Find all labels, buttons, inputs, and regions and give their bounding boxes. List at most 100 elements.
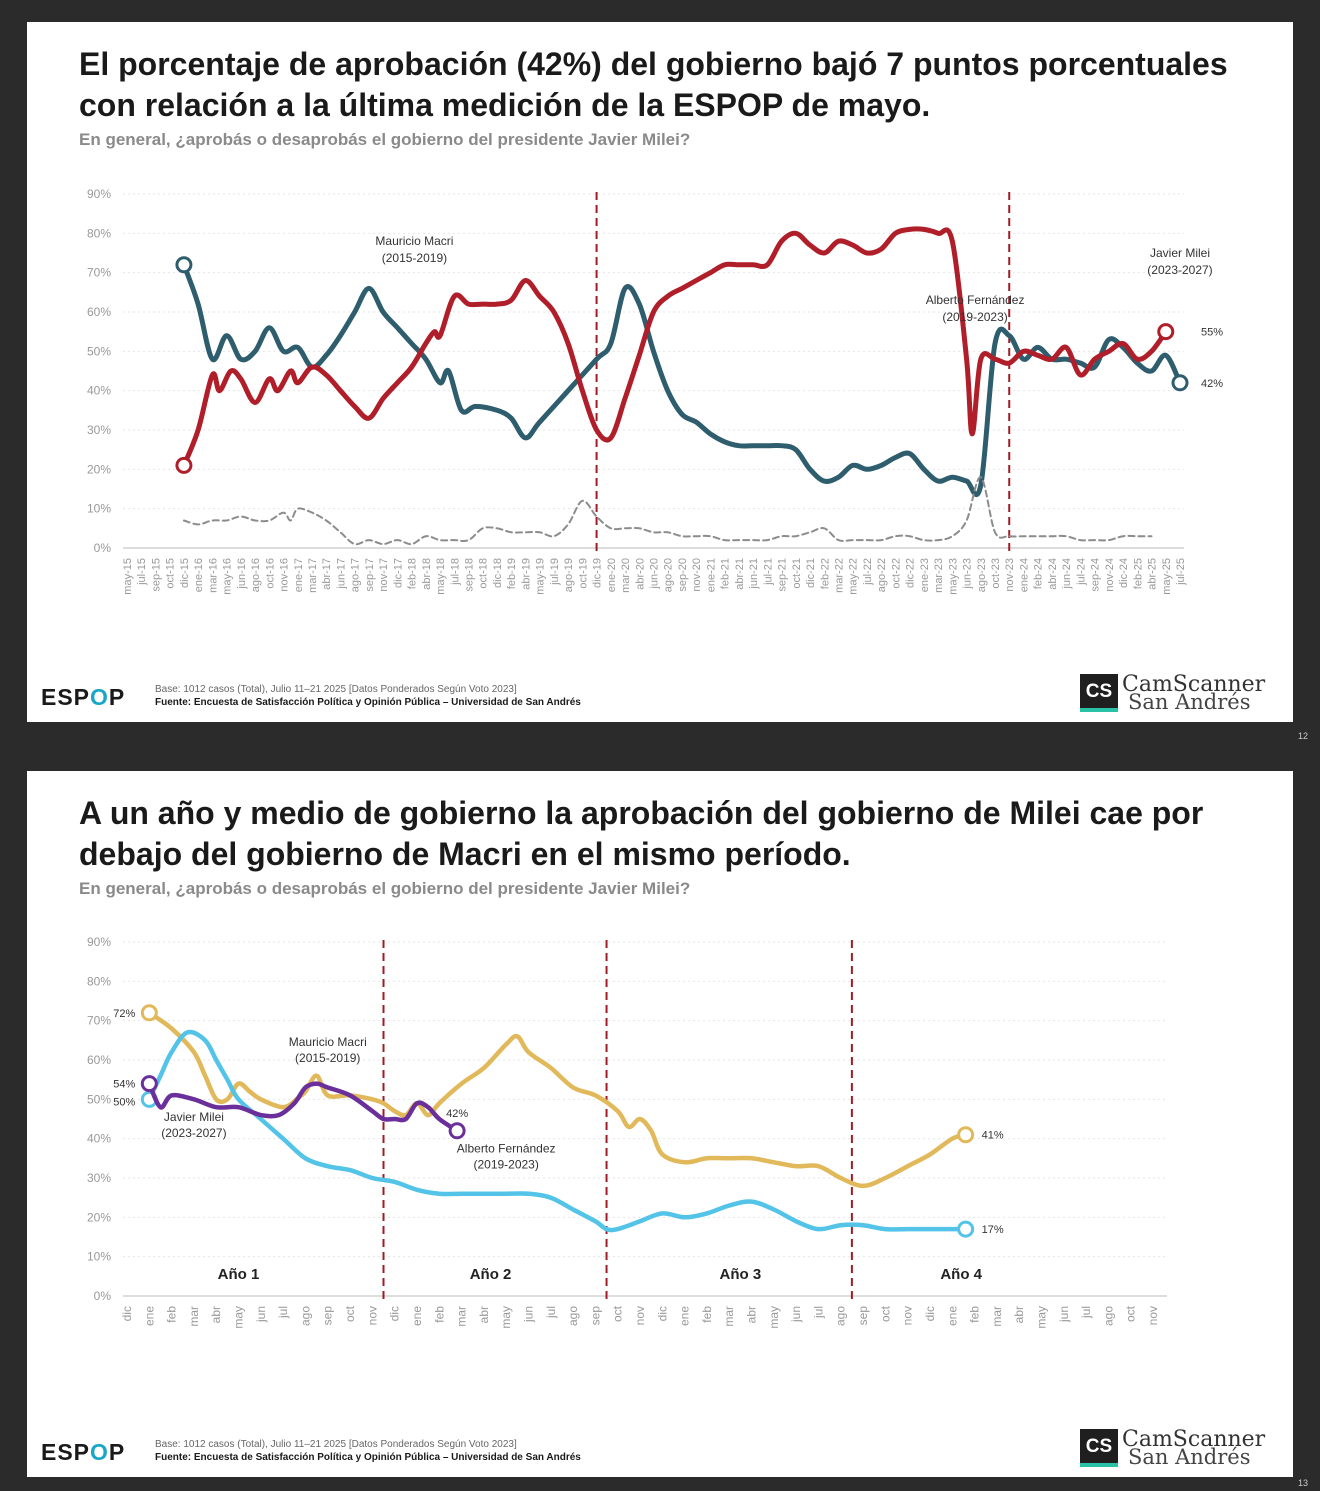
y-tick-label: 10% bbox=[87, 1250, 111, 1264]
end-value-label: 42% bbox=[446, 1108, 468, 1120]
x-tick-label: abr-18 bbox=[421, 558, 433, 590]
x-tick-label: jul-15 bbox=[136, 558, 148, 586]
x-tick-label: may-19 bbox=[535, 558, 547, 595]
x-tick-label: abr-25 bbox=[1147, 558, 1159, 590]
x-tick-label: jun-20 bbox=[649, 558, 661, 590]
start-value-label: 54% bbox=[113, 1079, 135, 1091]
x-tick-label: may-23 bbox=[947, 558, 959, 595]
x-tick-label: oct-23 bbox=[990, 558, 1002, 589]
x-tick-label: ago-23 bbox=[976, 558, 988, 592]
y-tick-label: 30% bbox=[87, 1171, 111, 1185]
x-tick-label: dic bbox=[388, 1306, 402, 1321]
x-tick-label: ago-16 bbox=[250, 558, 262, 592]
fernandez-end-marker bbox=[957, 1220, 975, 1238]
x-tick-label: oct-15 bbox=[165, 558, 177, 589]
x-tick-label: sep-20 bbox=[677, 558, 689, 592]
x-tick-label: nov bbox=[901, 1306, 915, 1325]
x-tick-label: jun-24 bbox=[1061, 558, 1073, 590]
era-annotation-years: (2015-2019) bbox=[295, 1051, 360, 1065]
camscanner-name: CamScanner bbox=[1122, 672, 1266, 697]
x-tick-label: sep-18 bbox=[464, 558, 476, 592]
source-note: Fuente: Encuesta de Satisfacción Polític… bbox=[155, 1452, 581, 1463]
x-tick-label: abr-17 bbox=[321, 558, 333, 590]
x-tick-label: mar-22 bbox=[833, 558, 845, 593]
fernandez-series-line bbox=[147, 1029, 968, 1233]
x-tick-label: sep-21 bbox=[777, 558, 789, 592]
x-tick-label: dic-19 bbox=[592, 558, 604, 588]
x-tick-label: ene-16 bbox=[193, 558, 205, 592]
x-tick-label: abr-19 bbox=[520, 558, 532, 590]
x-tick-label: jul bbox=[544, 1306, 558, 1319]
y-tick-label: 80% bbox=[87, 226, 111, 240]
x-tick-label: ago-17 bbox=[350, 558, 362, 592]
start-value-label: 50% bbox=[113, 1096, 135, 1108]
x-tick-label: mar-23 bbox=[933, 558, 945, 593]
era-annotation-years: (2023-2027) bbox=[1147, 263, 1212, 277]
x-tick-label: oct bbox=[343, 1305, 357, 1322]
x-tick-label: mar-16 bbox=[207, 558, 219, 593]
macri-series-line bbox=[147, 1010, 968, 1189]
y-tick-label: 40% bbox=[87, 384, 111, 398]
x-tick-label: dic-24 bbox=[1118, 558, 1130, 588]
y-tick-label: 0% bbox=[94, 541, 112, 555]
y-tick-label: 90% bbox=[87, 935, 111, 949]
x-tick-label: mar-20 bbox=[620, 558, 632, 593]
x-tick-label: jul-18 bbox=[449, 558, 461, 586]
era-annotation: Alberto Fernández bbox=[926, 293, 1025, 307]
y-tick-label: 70% bbox=[87, 266, 111, 280]
era-annotation: Javier Milei bbox=[1150, 246, 1210, 260]
institution-name: San Andrés bbox=[1128, 1445, 1251, 1469]
x-tick-label: jun bbox=[1057, 1306, 1071, 1323]
x-tick-label: oct bbox=[611, 1305, 625, 1322]
x-tick-label: oct-19 bbox=[577, 558, 589, 589]
era-annotation-years: (2019-2023) bbox=[942, 310, 1007, 324]
x-tick-label: nov-16 bbox=[279, 558, 291, 592]
x-tick-label: oct-21 bbox=[791, 558, 803, 589]
x-tick-label: abr bbox=[477, 1306, 491, 1323]
x-tick-label: jun bbox=[521, 1306, 535, 1323]
milei-end-marker bbox=[448, 1122, 466, 1140]
x-tick-label: may bbox=[499, 1306, 513, 1329]
y-tick-label: 10% bbox=[87, 502, 111, 516]
institution-name: San Andrés bbox=[1128, 690, 1251, 714]
x-tick-label: mar-17 bbox=[307, 558, 319, 593]
start-value-label: 72% bbox=[113, 1008, 135, 1020]
camscanner-icon: CS bbox=[1080, 674, 1118, 712]
year-label: Año 1 bbox=[218, 1266, 260, 1283]
x-tick-label: jul bbox=[811, 1306, 825, 1319]
x-tick-label: may-18 bbox=[435, 558, 447, 595]
x-tick-label: jun bbox=[254, 1306, 268, 1323]
source-note: Fuente: Encuesta de Satisfacción Polític… bbox=[155, 697, 581, 708]
x-tick-label: ene bbox=[945, 1306, 959, 1326]
x-tick-label: nov bbox=[1146, 1306, 1160, 1325]
x-tick-label: may bbox=[1034, 1306, 1048, 1329]
x-tick-label: abr bbox=[209, 1306, 223, 1323]
x-tick-label: ene-17 bbox=[293, 558, 305, 592]
x-tick-label: may-25 bbox=[1161, 558, 1173, 595]
base-note: Base: 1012 casos (Total), Julio 11–21 20… bbox=[155, 684, 517, 695]
x-tick-label: jun-16 bbox=[236, 558, 248, 590]
x-tick-label: oct-16 bbox=[264, 558, 276, 589]
slide-approval-comparison: A un año y medio de gobierno la aprobaci… bbox=[27, 771, 1293, 1477]
disapprove-series-line bbox=[181, 226, 1169, 468]
camscanner-watermark: CS CamScanner San Andrés bbox=[1080, 1427, 1285, 1471]
y-tick-label: 90% bbox=[87, 187, 111, 201]
x-tick-label: nov bbox=[365, 1306, 379, 1325]
x-tick-label: ago-20 bbox=[663, 558, 675, 592]
macri-end-marker bbox=[957, 1126, 975, 1144]
x-tick-label: jul bbox=[276, 1306, 290, 1319]
x-tick-label: ago-19 bbox=[563, 558, 575, 592]
y-tick-label: 50% bbox=[87, 344, 111, 358]
x-tick-label: feb bbox=[432, 1306, 446, 1323]
x-tick-label: sep-24 bbox=[1090, 558, 1102, 592]
x-tick-label: jun-17 bbox=[335, 558, 347, 590]
x-tick-label: ago bbox=[834, 1306, 848, 1326]
y-tick-label: 70% bbox=[87, 1014, 111, 1028]
era-annotation-years: (2019-2023) bbox=[473, 1157, 538, 1171]
year-label: Año 4 bbox=[940, 1266, 982, 1283]
approve-end-marker bbox=[1171, 374, 1189, 392]
year-label: Año 3 bbox=[720, 1266, 762, 1283]
y-tick-label: 20% bbox=[87, 1210, 111, 1224]
x-tick-label: jun-21 bbox=[748, 558, 760, 590]
era-annotation-years: (2015-2019) bbox=[382, 251, 447, 265]
